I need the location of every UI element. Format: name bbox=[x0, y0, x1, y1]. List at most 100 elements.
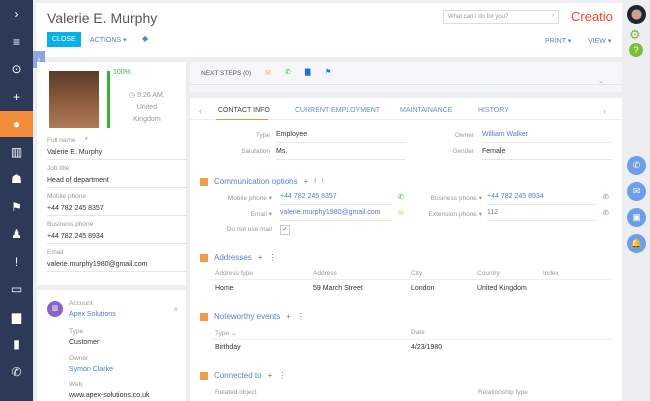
call-icon[interactable]: ✆ bbox=[398, 194, 404, 201]
field-value: valerie.murphy1980@gmail.com bbox=[47, 261, 148, 268]
sidebar-item-contact[interactable]: ● bbox=[0, 111, 33, 137]
twitter-icon[interactable]: t bbox=[321, 178, 324, 185]
plus-icon[interactable]: + bbox=[267, 371, 273, 380]
connected-section-header[interactable]: Connected to + ⋮ bbox=[200, 371, 286, 380]
email-field[interactable]: valerie.murphy1980@gmail.com bbox=[280, 209, 392, 221]
sidebar-item-accounts[interactable]: ▥ bbox=[0, 139, 33, 165]
owner-field[interactable]: William Walker bbox=[482, 131, 612, 143]
mobile-phone-label[interactable]: Mobile phone ▾ bbox=[227, 195, 272, 202]
call-icon[interactable]: ✆ bbox=[285, 69, 291, 76]
sidebar-item-plus[interactable]: + bbox=[0, 84, 33, 110]
chevron-down-icon[interactable]: ⌄ bbox=[598, 78, 604, 85]
do-not-use-mail-checkbox[interactable]: ✓ bbox=[280, 225, 290, 235]
type-field[interactable]: Employee bbox=[276, 131, 406, 143]
salutation-field[interactable]: Ms. bbox=[276, 148, 406, 160]
view-button[interactable]: VIEW ▾ bbox=[588, 38, 612, 45]
call-icon[interactable]: ✆ bbox=[603, 194, 609, 201]
more-icon[interactable]: ⋮ bbox=[268, 253, 277, 262]
leads-icon: ☗ bbox=[11, 172, 22, 186]
extension-phone-field[interactable]: 112 bbox=[487, 209, 597, 221]
plus-icon[interactable]: + bbox=[257, 253, 263, 262]
gender-field[interactable]: Female bbox=[482, 148, 612, 160]
events-section-header[interactable]: Noteworthy events + ⋮ bbox=[200, 312, 305, 321]
addresses-section-header[interactable]: Addresses + ⋮ bbox=[200, 253, 276, 262]
owner-link[interactable]: Symon Clarke bbox=[69, 366, 113, 373]
communication-section-header[interactable]: Communication options + f t bbox=[200, 177, 324, 186]
column-header[interactable]: Type ⌄ bbox=[215, 329, 236, 337]
sidebar-item-phone[interactable]: ✆ bbox=[0, 359, 33, 385]
collapse-icon[interactable] bbox=[200, 312, 208, 321]
table-cell[interactable]: United Kingdom bbox=[477, 285, 527, 292]
profile-field[interactable]: Business phone +44 782 245 8934 bbox=[47, 221, 187, 244]
phone-icon[interactable]: ✆ bbox=[627, 156, 646, 175]
chat-icon[interactable]: ▣ bbox=[627, 208, 646, 227]
table-cell[interactable]: Home bbox=[215, 285, 234, 292]
column-header: Address bbox=[313, 270, 337, 277]
sidebar-item-play[interactable]: ⊙ bbox=[0, 56, 33, 82]
type-label: Type bbox=[69, 328, 84, 335]
sidebar-item-menu[interactable]: ≡ bbox=[0, 29, 33, 55]
flag-icon[interactable]: ⚑ bbox=[325, 69, 332, 76]
column-header[interactable]: Date bbox=[411, 329, 425, 336]
sidebar-item-chat[interactable]: ▆ bbox=[0, 304, 33, 330]
web-value[interactable]: www.apex-solutions.co.uk bbox=[69, 392, 150, 399]
plus-icon[interactable]: + bbox=[286, 312, 291, 321]
business-phone-label[interactable]: Business phone ▾ bbox=[430, 195, 482, 202]
email-label[interactable]: Email ▾ bbox=[250, 211, 272, 218]
contact-photo[interactable] bbox=[49, 71, 99, 128]
email-icon[interactable]: ✉ bbox=[398, 210, 404, 217]
gear-icon[interactable]: ⚙ bbox=[629, 27, 641, 42]
tab-current-employment[interactable]: CURRENT EMPLOYMENT bbox=[295, 107, 381, 114]
business-phone-field[interactable]: +44 782 245 8934 bbox=[487, 193, 597, 205]
bell-icon[interactable]: 🔔 bbox=[627, 234, 646, 253]
mobile-phone-field[interactable]: +44 782 245 8357 bbox=[280, 193, 392, 205]
facebook-icon[interactable]: f bbox=[314, 178, 316, 185]
collapse-icon[interactable] bbox=[200, 177, 208, 186]
more-icon[interactable]: ⋮ bbox=[278, 371, 287, 380]
profile-field[interactable]: Full name * Valerie E. Murphy bbox=[47, 137, 187, 160]
local-time: ◷ 9:26 AM, United Kingdom bbox=[129, 90, 165, 126]
sidebar-item-leads[interactable]: ☗ bbox=[0, 166, 33, 192]
tab-history[interactable]: HISTORY bbox=[478, 107, 509, 114]
sidebar-item-book[interactable]: ▭ bbox=[0, 276, 33, 302]
creatio-logo: Creatio bbox=[571, 9, 613, 24]
email-icon[interactable]: ✉ bbox=[627, 182, 646, 201]
email-icon[interactable]: ✉ bbox=[265, 70, 271, 77]
profile-field[interactable]: Email valerie.murphy1980@gmail.com bbox=[47, 249, 187, 272]
print-button[interactable]: PRINT ▾ bbox=[545, 38, 572, 45]
sidebar-item-chart[interactable]: ▮ bbox=[0, 331, 33, 357]
tag-icon[interactable]: ◆ bbox=[142, 34, 149, 43]
call-icon[interactable]: ✆ bbox=[603, 210, 609, 217]
extension-phone-label[interactable]: Extension phone ▾ bbox=[428, 211, 482, 218]
close-icon[interactable]: × bbox=[173, 304, 179, 314]
table-cell[interactable]: Birthday bbox=[215, 344, 241, 351]
tab-scroll-right[interactable]: › bbox=[603, 106, 606, 116]
table-cell[interactable]: 59 March Street bbox=[313, 285, 363, 292]
tab-contact-info[interactable]: CONTACT INFO bbox=[218, 107, 270, 114]
search-input[interactable]: What can I do for you? › bbox=[443, 10, 559, 24]
sidebar-item-user[interactable]: ♟ bbox=[0, 221, 33, 247]
help-icon[interactable]: ? bbox=[629, 43, 643, 57]
tab-scroll-left[interactable]: ‹ bbox=[199, 106, 202, 116]
field-value: +44 782 245 8357 bbox=[47, 205, 104, 212]
profile-field[interactable]: Job title Head of department bbox=[47, 165, 187, 188]
time: 9:26 AM, bbox=[137, 92, 165, 99]
country-2: Kingdom bbox=[133, 116, 161, 123]
book-icon: ▭ bbox=[10, 282, 23, 296]
profile-field[interactable]: Mobile phone +44 782 245 8357 bbox=[47, 193, 187, 216]
actions-button[interactable]: ACTIONS ▾ bbox=[90, 37, 127, 44]
account-link[interactable]: Apex Solutions bbox=[69, 311, 116, 318]
tab-maintainance[interactable]: MAINTAINANCE bbox=[400, 107, 453, 114]
chat-icon[interactable]: ▇ bbox=[305, 69, 311, 76]
table-cell[interactable]: 4/23/1980 bbox=[411, 344, 443, 351]
plus-icon[interactable]: + bbox=[303, 177, 309, 186]
table-cell[interactable]: London bbox=[411, 285, 435, 292]
sidebar-item-flag[interactable]: ⚑ bbox=[0, 194, 33, 220]
more-icon[interactable]: ⋮ bbox=[296, 312, 305, 321]
close-button[interactable]: CLOSE bbox=[47, 32, 81, 47]
collapse-icon[interactable] bbox=[200, 253, 208, 262]
sidebar-item-chevron-right[interactable]: › bbox=[0, 1, 33, 27]
sidebar-item-alert[interactable]: ! bbox=[0, 249, 33, 275]
collapse-icon[interactable] bbox=[200, 371, 208, 380]
user-avatar[interactable] bbox=[627, 5, 646, 24]
